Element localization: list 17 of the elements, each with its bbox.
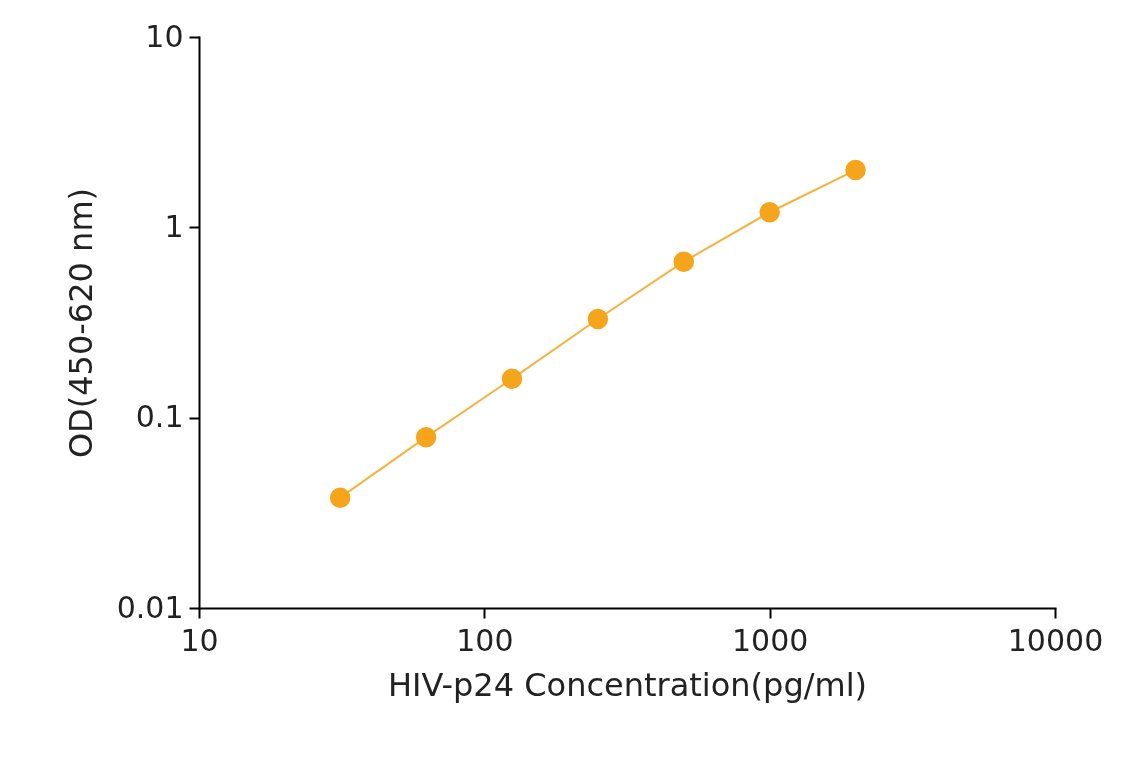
x-tick-label: 1000 bbox=[731, 622, 809, 658]
point bbox=[759, 202, 780, 223]
point bbox=[673, 251, 695, 272]
x-axis-title: HIV-p24 Concentration(pg/ml) bbox=[387, 665, 868, 704]
y-axis-title: OD(450-620 nm) bbox=[61, 187, 100, 459]
point bbox=[501, 368, 523, 390]
y-tick-label: 0.01 bbox=[116, 589, 184, 625]
x-tick-label: 10000 bbox=[1007, 622, 1104, 658]
point bbox=[587, 308, 609, 330]
x-tick-label: 10 bbox=[180, 622, 219, 658]
point bbox=[845, 159, 866, 181]
y-tick-label: 0.1 bbox=[135, 399, 184, 435]
y-tick-label: 10 bbox=[145, 18, 184, 54]
x-tick-label: 100 bbox=[456, 622, 514, 658]
point bbox=[415, 426, 437, 448]
y-tick-label: 1 bbox=[164, 208, 184, 244]
point bbox=[329, 487, 351, 508]
